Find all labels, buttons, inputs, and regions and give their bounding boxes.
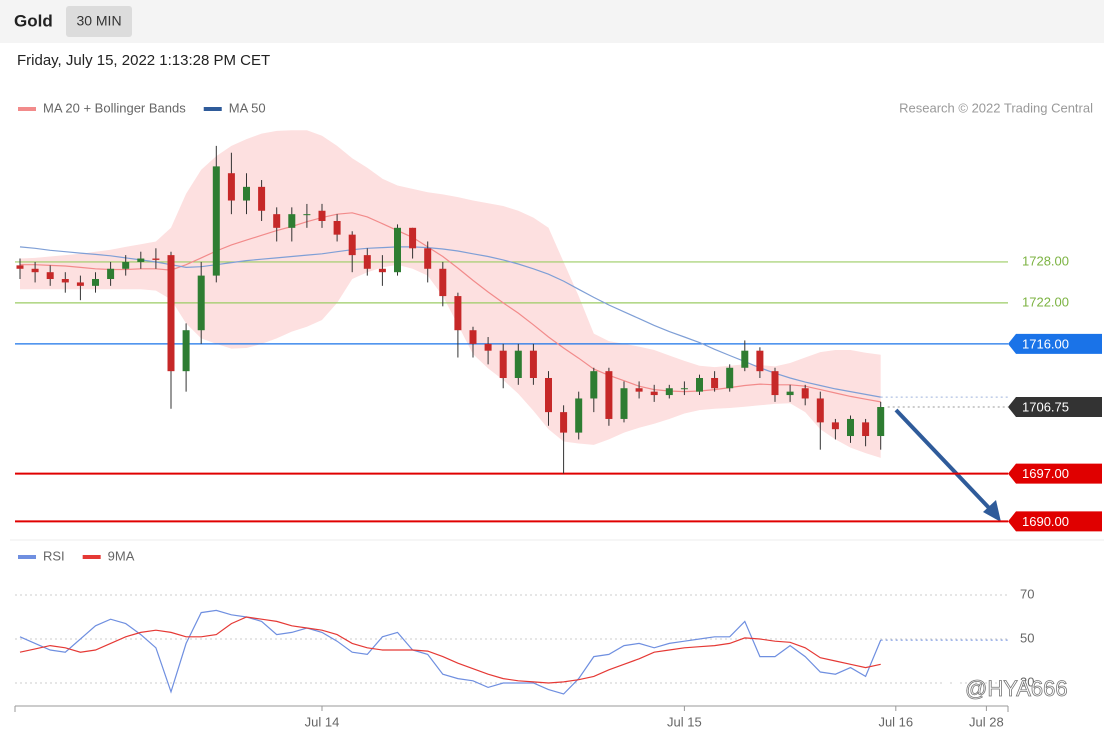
candle-body xyxy=(439,268,447,297)
legend-label: RSI xyxy=(43,548,65,563)
indicator-line xyxy=(19,609,882,695)
candle-body xyxy=(212,166,220,276)
candle-body xyxy=(877,407,885,437)
candle-body xyxy=(152,258,160,260)
candle-body xyxy=(92,279,99,286)
candle-body xyxy=(454,296,462,331)
candle-body xyxy=(560,412,568,433)
level-label-box xyxy=(1008,333,1102,354)
bollinger-band xyxy=(20,130,881,458)
candle-body xyxy=(514,350,522,378)
candle-body xyxy=(424,248,432,269)
candle-body xyxy=(529,350,537,378)
candle-body xyxy=(862,422,870,437)
candle-body xyxy=(696,377,703,392)
level-label: 1697.00 xyxy=(1022,466,1069,481)
indicator-line xyxy=(19,616,881,684)
interval-button[interactable] xyxy=(66,6,132,37)
candle-body xyxy=(741,350,749,368)
candle-body xyxy=(76,282,84,286)
candle-body xyxy=(394,227,401,273)
y-tick-label: 70 xyxy=(1020,586,1034,601)
candle-body xyxy=(303,214,311,216)
forecast-arrow xyxy=(894,408,993,512)
y-tick-label: 50 xyxy=(1020,630,1034,645)
x-tick-label: Jul 14 xyxy=(305,714,340,729)
candle-body xyxy=(665,388,673,396)
candle-body xyxy=(227,173,235,201)
candle-body xyxy=(182,330,190,372)
candle-body xyxy=(243,186,250,201)
candle-body xyxy=(16,265,24,269)
level-label-box xyxy=(1008,397,1102,418)
candle-body xyxy=(620,388,628,419)
level-label-box xyxy=(1008,463,1102,484)
y-tick-label: 30 xyxy=(1020,674,1034,689)
candle-body xyxy=(484,343,492,351)
candle-body xyxy=(650,391,658,396)
candle-body xyxy=(680,388,688,390)
candle-body xyxy=(107,268,115,280)
legend-label: MA 50 xyxy=(229,100,266,115)
x-tick-label: Jul 16 xyxy=(878,714,913,729)
ma-line xyxy=(20,212,881,403)
candle-body xyxy=(816,398,824,423)
level-label: 1716.00 xyxy=(1022,336,1069,351)
candle-body xyxy=(499,350,507,378)
level-label-box xyxy=(1008,511,1102,532)
candle-body xyxy=(786,391,794,396)
legend-label: MA 20 + Bollinger Bands xyxy=(43,100,186,115)
legend-label: 9MA xyxy=(108,548,135,563)
candle-body xyxy=(831,422,839,430)
candle-body xyxy=(122,261,130,269)
candle-body xyxy=(726,367,734,389)
candle-body xyxy=(318,210,326,221)
header-bar xyxy=(0,0,1104,43)
candle-body xyxy=(771,371,779,396)
candle-body xyxy=(31,268,39,273)
candle-body xyxy=(635,388,643,392)
forecast-arrowhead xyxy=(983,500,1001,522)
x-tick-label: Jul 28 xyxy=(969,714,1004,729)
candle-body xyxy=(46,272,54,280)
level-label: 1706.75 xyxy=(1022,399,1069,414)
watermark-icon xyxy=(940,679,962,701)
candle-body xyxy=(333,220,341,235)
candle-body xyxy=(409,227,417,249)
interval[interactable]: 30 MIN xyxy=(76,13,121,29)
candle-body xyxy=(288,214,296,228)
candle-body xyxy=(469,330,477,344)
candle-body xyxy=(167,255,175,372)
candle-body xyxy=(61,279,69,283)
candle-body xyxy=(590,371,598,399)
candle-body xyxy=(348,234,356,256)
candle-body xyxy=(258,186,266,211)
candle-body xyxy=(801,388,809,399)
candle-body xyxy=(847,418,854,437)
level-label: 1722.00 xyxy=(1022,294,1069,309)
candle-body xyxy=(711,377,719,389)
watermark: @HYA666 xyxy=(965,676,1068,701)
level-label: 1728.00 xyxy=(1022,253,1069,268)
candle-body xyxy=(605,371,613,419)
timestamp: Friday, July 15, 2022 1:13:28 PM CET xyxy=(17,52,270,69)
candle-body xyxy=(575,398,583,433)
candle-body xyxy=(273,214,281,228)
credit: Research © 2022 Trading Central xyxy=(899,100,1093,115)
candle-body xyxy=(363,255,371,269)
x-tick-label: Jul 15 xyxy=(667,714,702,729)
ma-line xyxy=(19,246,881,398)
candle-body xyxy=(137,258,145,262)
level-label: 1690.00 xyxy=(1022,514,1069,529)
candle-body xyxy=(197,275,205,331)
candle-body xyxy=(378,268,386,273)
candle-body xyxy=(756,350,764,372)
symbol: Gold xyxy=(14,11,53,30)
candle-body xyxy=(545,377,552,413)
